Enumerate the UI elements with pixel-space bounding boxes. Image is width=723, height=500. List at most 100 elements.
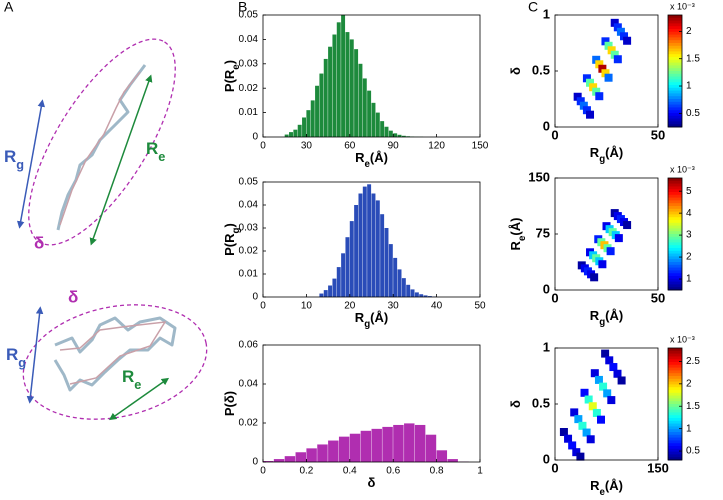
point bbox=[582, 106, 591, 115]
y-tick-label: 0 bbox=[543, 118, 550, 133]
colorbar-cell bbox=[668, 124, 682, 128]
point bbox=[576, 452, 585, 461]
y-tick-label: 0.02 bbox=[239, 246, 259, 257]
bar bbox=[354, 49, 359, 137]
bar bbox=[410, 289, 415, 297]
colorbar-cell bbox=[668, 59, 682, 64]
colorbar-cell bbox=[668, 45, 682, 50]
colorbar-cell bbox=[668, 451, 682, 455]
colorbar-cell bbox=[668, 367, 682, 371]
bar bbox=[358, 63, 363, 137]
bar bbox=[384, 126, 389, 137]
y-tick-label: 0 bbox=[252, 457, 258, 468]
y-tick-label: 1 bbox=[543, 6, 550, 21]
colorbar-cell bbox=[668, 225, 682, 229]
colorbar-cell bbox=[668, 90, 682, 94]
bar bbox=[401, 135, 406, 137]
point bbox=[613, 369, 622, 378]
point bbox=[607, 46, 616, 55]
colorbar-cell bbox=[668, 62, 682, 66]
colorbar-cell bbox=[668, 273, 682, 277]
y-tick-label: 0 bbox=[543, 451, 550, 466]
point bbox=[604, 73, 613, 82]
y-tick-label: 0.02 bbox=[239, 83, 259, 94]
point bbox=[580, 388, 589, 397]
bar bbox=[447, 459, 458, 462]
colorbar-tick-label: 4 bbox=[686, 208, 692, 219]
illustration-label: Rg bbox=[6, 345, 26, 369]
x-tick-label: 0 bbox=[551, 290, 558, 305]
point bbox=[595, 92, 604, 101]
colorbar-cell bbox=[668, 222, 682, 227]
colorbar-cell bbox=[668, 384, 682, 388]
point bbox=[586, 78, 595, 87]
bar bbox=[371, 102, 376, 137]
bar bbox=[336, 22, 341, 137]
bar bbox=[323, 290, 328, 297]
colorbar-cell bbox=[668, 40, 682, 44]
colorbar-cell bbox=[668, 178, 682, 182]
bar bbox=[297, 124, 302, 137]
point bbox=[613, 23, 622, 32]
bar bbox=[306, 110, 311, 137]
x-tick-label: 10 bbox=[301, 301, 313, 312]
point bbox=[623, 36, 632, 45]
colorbar-cell bbox=[668, 404, 682, 408]
x-axis-label: δ bbox=[368, 475, 376, 490]
y-tick-label: 1 bbox=[543, 339, 550, 354]
y-axis-label: δ bbox=[508, 67, 523, 75]
colorbar-cell bbox=[668, 426, 682, 430]
colorbar-tick-label: 2 bbox=[686, 26, 692, 37]
point bbox=[620, 32, 629, 41]
bar bbox=[397, 269, 402, 297]
colorbar-cell bbox=[668, 392, 682, 397]
colorbar-cell bbox=[668, 370, 682, 374]
colorbar-cell bbox=[668, 264, 682, 269]
molecule bbox=[59, 71, 141, 226]
bar bbox=[349, 221, 354, 297]
bar bbox=[388, 244, 393, 297]
axes-frame bbox=[262, 344, 481, 463]
colorbar-label: x 10⁻³ bbox=[670, 1, 695, 11]
colorbar-cell bbox=[668, 31, 682, 36]
point bbox=[603, 389, 612, 398]
panel-label: A bbox=[4, 0, 14, 15]
x-tick-label: 0.6 bbox=[386, 466, 400, 477]
colorbar-cell bbox=[668, 29, 682, 33]
colorbar-cell bbox=[668, 236, 682, 241]
illustration-label: Re bbox=[122, 367, 141, 391]
molecule bbox=[56, 64, 147, 231]
colorbar-cell bbox=[668, 82, 682, 86]
colorbar-label: x 10⁻³ bbox=[670, 334, 695, 344]
colorbar-cell bbox=[668, 23, 682, 27]
bar bbox=[436, 450, 448, 462]
bar bbox=[341, 253, 346, 297]
y-tick-label: 75 bbox=[536, 225, 550, 240]
x-tick-label: 1 bbox=[477, 466, 483, 477]
x-tick-label: 0 bbox=[260, 301, 266, 312]
colorbar-cell bbox=[668, 381, 682, 385]
colorbar-cell bbox=[668, 423, 682, 427]
bar bbox=[401, 278, 406, 297]
bar bbox=[371, 193, 376, 297]
point bbox=[610, 18, 619, 27]
bar bbox=[423, 295, 428, 297]
point bbox=[623, 221, 632, 230]
x-axis-label: Re(Å) bbox=[355, 150, 388, 170]
colorbar-cell bbox=[668, 65, 682, 69]
x-tick-label: 30 bbox=[388, 301, 400, 312]
bar bbox=[362, 78, 367, 137]
x-tick-label: 20 bbox=[344, 301, 356, 312]
colorbar-cell bbox=[668, 376, 682, 380]
colorbar-cell bbox=[668, 104, 682, 108]
colorbar-cell bbox=[668, 432, 682, 436]
illustration-label: Re bbox=[146, 139, 165, 163]
bar bbox=[358, 193, 363, 297]
x-tick-label: 90 bbox=[388, 141, 400, 152]
x-tick-label: 50 bbox=[651, 290, 665, 305]
bar bbox=[328, 46, 333, 137]
colorbar-cell bbox=[668, 220, 682, 224]
bar bbox=[349, 39, 354, 137]
y-tick-label: 0.02 bbox=[239, 418, 259, 429]
colorbar-cell bbox=[668, 71, 682, 75]
